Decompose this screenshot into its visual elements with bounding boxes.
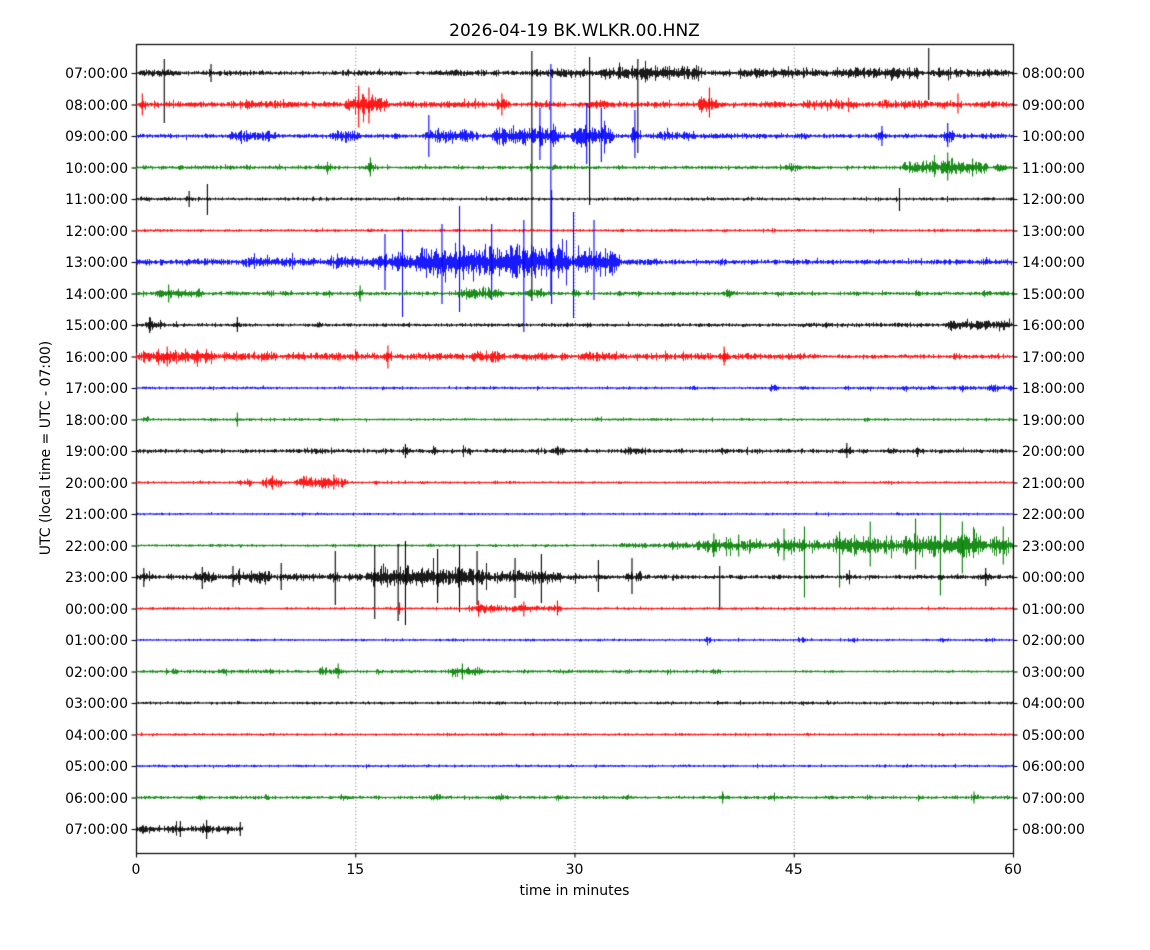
- y-tick-label-left: 15:00:00: [65, 318, 128, 334]
- y-tick-label-right: 14:00:00: [1022, 255, 1085, 271]
- y-tick-label-left: 05:00:00: [65, 759, 128, 775]
- x-tick-label: 60: [1004, 862, 1022, 878]
- y-tick-label-left: 01:00:00: [65, 633, 128, 649]
- y-tick-label-right: 10:00:00: [1022, 129, 1085, 145]
- y-tick-label-right: 06:00:00: [1022, 759, 1085, 775]
- y-tick-label-left: 12:00:00: [65, 223, 128, 240]
- y-tick-label-left: 08:00:00: [65, 97, 128, 114]
- x-tick-label: 30: [565, 862, 584, 878]
- y-tick-label-left: 19:00:00: [65, 444, 128, 460]
- y-tick-label-right: 16:00:00: [1022, 318, 1085, 334]
- y-tick-label-right: 00:00:00: [1022, 570, 1085, 586]
- y-tick-label-left: 09:00:00: [65, 129, 128, 145]
- y-tick-label-left: 23:00:00: [65, 570, 128, 586]
- y-tick-label-right: 09:00:00: [1022, 97, 1085, 114]
- y-tick-label-left: 18:00:00: [65, 412, 128, 429]
- y-tick-label-right: 19:00:00: [1022, 412, 1085, 429]
- y-tick-label-right: 03:00:00: [1022, 664, 1085, 681]
- y-tick-label-left: 02:00:00: [65, 664, 128, 681]
- y-tick-label-left: 06:00:00: [65, 790, 128, 807]
- y-tick-label-right: 04:00:00: [1022, 696, 1085, 712]
- y-tick-label-left: 07:00:00: [65, 66, 128, 82]
- y-tick-label-right: 13:00:00: [1022, 223, 1085, 240]
- y-tick-label-left: 22:00:00: [65, 538, 128, 555]
- y-tick-label-right: 22:00:00: [1022, 507, 1085, 523]
- y-tick-label-left: 11:00:00: [65, 192, 128, 208]
- x-tick-label: 45: [784, 862, 803, 878]
- y-tick-label-right: 11:00:00: [1022, 160, 1085, 177]
- y-tick-label-right: 07:00:00: [1022, 790, 1085, 807]
- y-tick-label-left: 13:00:00: [65, 255, 128, 271]
- y-tick-label-left: 16:00:00: [65, 349, 128, 366]
- x-tick-label: 15: [346, 862, 365, 878]
- y-tick-label-right: 23:00:00: [1022, 538, 1085, 555]
- y-tick-label-right: 12:00:00: [1022, 192, 1085, 208]
- y-tick-label-right: 17:00:00: [1022, 349, 1085, 366]
- y-tick-label-right: 20:00:00: [1022, 444, 1085, 460]
- y-tick-label-right: 21:00:00: [1022, 475, 1085, 492]
- y-tick-label-right: 15:00:00: [1022, 286, 1085, 303]
- chart-title: 2026-04-19 BK.WLKR.00.HNZ: [449, 21, 700, 41]
- y-tick-label-right: 02:00:00: [1022, 633, 1085, 649]
- x-axis-label: time in minutes: [519, 883, 630, 899]
- y-tick-label-left: 04:00:00: [65, 727, 128, 744]
- y-tick-label-left: 00:00:00: [65, 601, 128, 618]
- y-tick-label-left: 14:00:00: [65, 286, 128, 303]
- y-tick-label-right: 08:00:00: [1022, 66, 1085, 82]
- y-axis-label: UTC (local time = UTC - 07:00): [38, 340, 54, 556]
- x-tick-label: 0: [131, 862, 141, 878]
- y-tick-label-left: 17:00:00: [65, 381, 128, 397]
- y-tick-label-right: 05:00:00: [1022, 727, 1085, 744]
- y-tick-label-left: 20:00:00: [65, 475, 128, 492]
- y-tick-label-left: 10:00:00: [65, 160, 128, 177]
- y-tick-label-left: 21:00:00: [65, 507, 128, 523]
- y-tick-label-right: 01:00:00: [1022, 601, 1085, 618]
- y-tick-label-right: 08:00:00: [1022, 822, 1085, 838]
- y-tick-label-right: 18:00:00: [1022, 381, 1085, 397]
- y-tick-label-left: 03:00:00: [65, 696, 128, 712]
- y-tick-label-left: 07:00:00: [65, 822, 128, 838]
